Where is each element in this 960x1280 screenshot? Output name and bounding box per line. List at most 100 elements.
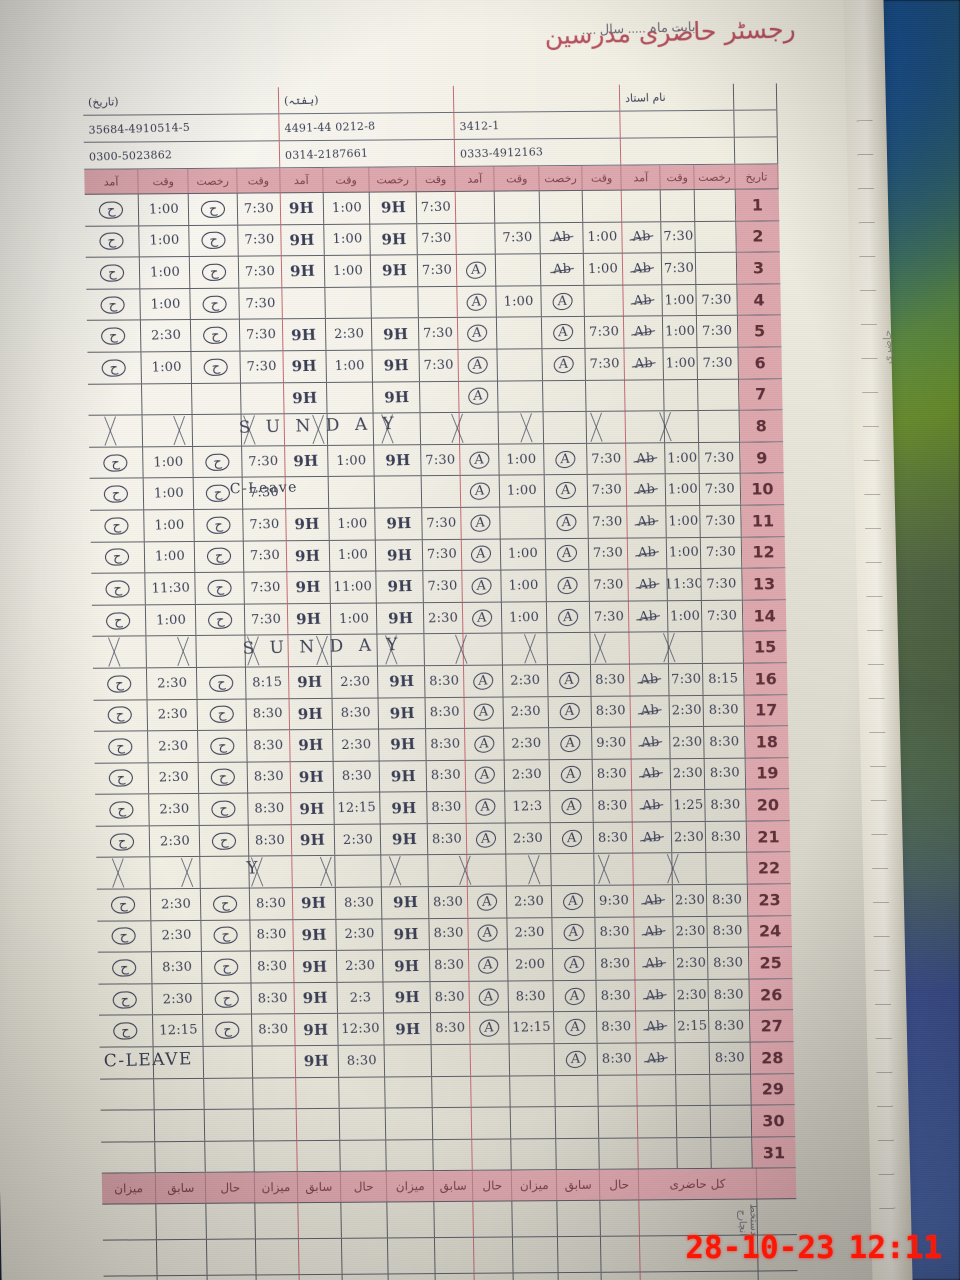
attendance-cell[interactable]	[511, 1138, 557, 1170]
attendance-cell[interactable]	[295, 1077, 340, 1109]
attendance-cell[interactable]: 7:30	[669, 663, 704, 695]
attendance-cell[interactable]: 8:30	[428, 886, 469, 918]
footer-total-cell[interactable]	[434, 1238, 475, 1274]
attendance-cell[interactable]: ح	[99, 1015, 154, 1047]
attendance-cell[interactable]	[253, 1077, 297, 1109]
attendance-cell[interactable]: 9H	[384, 1013, 432, 1045]
attendance-cell[interactable]	[339, 1140, 388, 1172]
attendance-cell[interactable]: 9H	[381, 823, 429, 855]
attendance-cell[interactable]: 8:30	[590, 664, 631, 696]
attendance-cell[interactable]	[100, 1078, 155, 1110]
attendance-cell[interactable]: 8:30	[251, 982, 295, 1014]
attendance-cell[interactable]: ح	[199, 762, 249, 794]
attendance-cell[interactable]	[672, 853, 707, 885]
attendance-cell[interactable]: 9H	[293, 919, 337, 951]
attendance-cell[interactable]: 1:00	[328, 508, 377, 540]
attendance-cell[interactable]	[510, 1075, 556, 1107]
attendance-cell[interactable]	[598, 1075, 638, 1106]
attendance-cell[interactable]	[245, 635, 289, 667]
attendance-cell[interactable]: 1:00	[324, 224, 372, 256]
attendance-cell[interactable]: 7:30	[239, 288, 283, 319]
attendance-cell[interactable]	[100, 1110, 156, 1142]
attendance-cell[interactable]: 8:30	[597, 1011, 637, 1043]
attendance-cell[interactable]	[695, 221, 737, 253]
attendance-cell[interactable]: Ab	[636, 1043, 677, 1075]
attendance-cell[interactable]: 2:30	[336, 950, 384, 982]
attendance-cell[interactable]	[664, 379, 699, 411]
attendance-cell[interactable]	[386, 1108, 434, 1140]
attendance-cell[interactable]	[192, 383, 242, 415]
attendance-cell[interactable]: ح	[201, 920, 251, 952]
attendance-cell[interactable]: Ab	[626, 442, 667, 474]
attendance-cell[interactable]: A	[550, 822, 595, 854]
attendance-cell[interactable]	[373, 413, 422, 445]
footer-total-cell[interactable]	[255, 1203, 299, 1239]
attendance-cell[interactable]: 8:30	[593, 822, 634, 854]
attendance-cell[interactable]: 8:30	[705, 789, 747, 821]
attendance-cell[interactable]: 9H	[292, 887, 337, 919]
attendance-cell[interactable]: Ab	[626, 474, 667, 506]
attendance-cell[interactable]: 1:00	[662, 284, 697, 316]
attendance-cell[interactable]: ح	[95, 826, 151, 858]
attendance-cell[interactable]: 1:00	[583, 253, 624, 285]
attendance-cell[interactable]	[377, 634, 425, 666]
attendance-cell[interactable]: 8:30	[707, 947, 750, 979]
attendance-cell[interactable]	[142, 415, 194, 447]
attendance-cell[interactable]: 1:00	[141, 351, 193, 383]
attendance-cell[interactable]: 2:30	[506, 822, 552, 854]
attendance-cell[interactable]	[661, 189, 696, 221]
attendance-cell[interactable]	[551, 854, 595, 886]
attendance-cell[interactable]: 1:00	[501, 570, 547, 602]
attendance-cell[interactable]	[547, 633, 591, 665]
attendance-cell[interactable]	[432, 1076, 472, 1108]
attendance-cell[interactable]: 8:30	[424, 665, 465, 697]
footer-total-cell[interactable]	[474, 1273, 515, 1280]
attendance-cell[interactable]: ح	[196, 604, 246, 636]
attendance-cell[interactable]: ح	[93, 699, 149, 731]
attendance-cell[interactable]: ح	[199, 793, 249, 825]
attendance-cell[interactable]: ح	[97, 920, 152, 952]
attendance-cell[interactable]: ح	[190, 288, 240, 320]
attendance-cell[interactable]: 1:00	[666, 505, 701, 537]
attendance-cell[interactable]: ح	[189, 225, 239, 257]
attendance-cell[interactable]: Ab	[632, 790, 673, 822]
attendance-cell[interactable]: 2:30	[325, 318, 373, 350]
attendance-cell[interactable]	[154, 1110, 206, 1142]
attendance-cell[interactable]: 1:00	[139, 257, 191, 289]
attendance-cell[interactable]: A	[470, 1012, 510, 1044]
attendance-cell[interactable]: 1:00	[583, 222, 623, 254]
attendance-cell[interactable]: 9H	[370, 223, 418, 255]
attendance-cell[interactable]: 1:00	[144, 541, 196, 573]
attendance-cell[interactable]: 2:30	[152, 983, 204, 1015]
attendance-cell[interactable]: 1:00	[501, 538, 547, 570]
attendance-cell[interactable]	[420, 412, 461, 444]
footer-total-cell[interactable]	[601, 1272, 642, 1280]
attendance-cell[interactable]: 7:30	[419, 349, 460, 381]
attendance-cell[interactable]: A	[541, 285, 585, 317]
attendance-cell[interactable]	[677, 1137, 712, 1169]
attendance-cell[interactable]	[555, 1075, 599, 1107]
attendance-cell[interactable]: 9H	[287, 571, 331, 603]
attendance-cell[interactable]: 2:30	[140, 320, 192, 352]
attendance-cell[interactable]: 9H	[289, 729, 334, 761]
attendance-cell[interactable]: 7:30	[243, 509, 287, 541]
footer-total-cell[interactable]	[474, 1237, 514, 1274]
attendance-cell[interactable]: 1:00	[144, 509, 196, 541]
attendance-cell[interactable]	[467, 854, 508, 886]
attendance-cell[interactable]: 12:15	[509, 1012, 555, 1044]
attendance-cell[interactable]: ح	[96, 889, 152, 921]
attendance-cell[interactable]	[428, 855, 468, 887]
attendance-cell[interactable]: 1:00	[326, 350, 374, 382]
attendance-cell[interactable]: ح	[201, 888, 251, 920]
attendance-cell[interactable]: 9H	[382, 918, 430, 950]
attendance-cell[interactable]: 1:00	[323, 192, 371, 224]
attendance-cell[interactable]: A	[464, 696, 505, 728]
footer-total-cell[interactable]	[512, 1201, 559, 1237]
attendance-cell[interactable]: 8:30	[248, 825, 293, 856]
attendance-cell[interactable]	[335, 855, 383, 887]
attendance-cell[interactable]: 7:30	[588, 506, 628, 538]
attendance-cell[interactable]	[154, 1078, 206, 1110]
attendance-cell[interactable]: Ab	[635, 979, 676, 1011]
attendance-cell[interactable]	[424, 634, 465, 666]
attendance-cell[interactable]: 7:30	[243, 540, 288, 572]
